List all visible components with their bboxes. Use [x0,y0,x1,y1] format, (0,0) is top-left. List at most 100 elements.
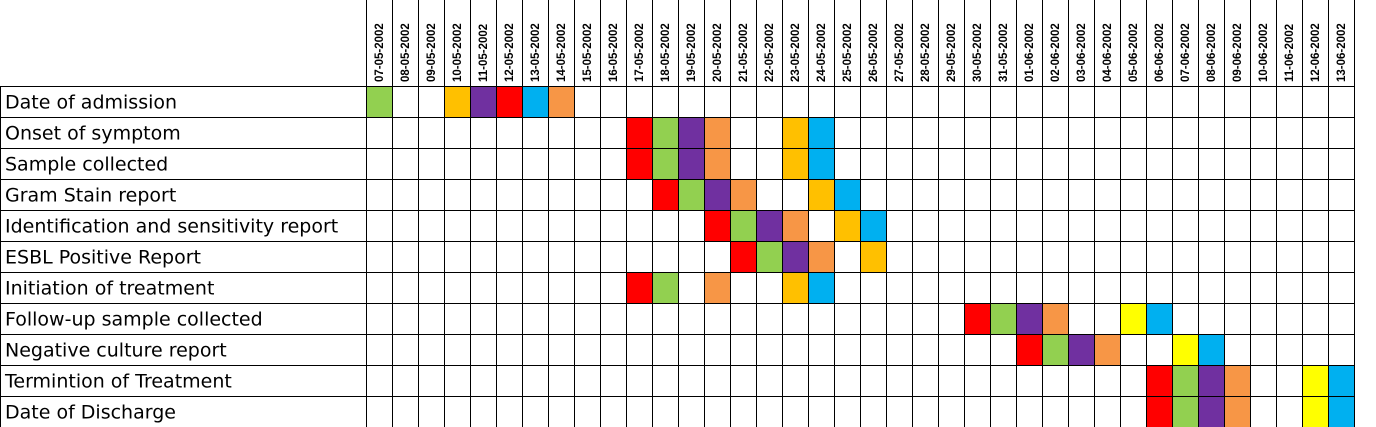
date-tick-label: 13-05-2002 [530,23,542,82]
date-tick-label: 15-05-2002 [582,23,594,82]
row-label: Initiation of treatment [5,278,214,300]
date-tick-label: 20-05-2002 [712,23,724,82]
timeline-cell [1120,303,1146,334]
timeline-cell [704,148,730,179]
timeline-cell [704,272,730,303]
timeline-cell [1068,334,1094,365]
timeline-cell [756,210,782,241]
timeline-cell [1172,365,1198,396]
row-label: Date of admission [5,92,177,114]
timeline-cell [730,179,756,210]
date-tick-label: 10-05-2002 [452,23,464,82]
date-tick-label: 04-06-2002 [1102,23,1114,82]
timeline-cell [1094,334,1120,365]
date-tick-label: 29-05-2002 [946,23,958,82]
date-tick-label: 12-05-2002 [504,23,516,82]
timeline-cell [678,179,704,210]
date-tick-label: 07-05-2002 [374,23,386,82]
row-label: Termintion of Treatment [4,371,232,393]
timeline-cell [1224,365,1250,396]
timeline-cell [1328,396,1354,427]
date-tick-label: 11-06-2002 [1284,24,1296,82]
timeline-cell [1042,303,1068,334]
date-tick-label: 23-05-2002 [790,23,802,82]
timeline-cell [834,210,860,241]
row-label: Follow-up sample collected [5,309,263,331]
timeline-cell [1146,396,1172,427]
timeline-cell [652,148,678,179]
date-tick-label: 17-05-2002 [634,23,646,82]
timeline-cell [782,272,808,303]
timeline-cell [1198,396,1224,427]
timeline-cell [704,179,730,210]
timeline-cell [626,272,652,303]
date-tick-label: 30-05-2002 [972,23,984,82]
date-tick-label: 02-06-2002 [1050,23,1062,82]
timeline-cell [704,117,730,148]
timeline-cell [1042,334,1068,365]
timeline-cell [964,303,990,334]
timeline-cell [626,148,652,179]
timeline-cell [1146,303,1172,334]
date-tick-label: 08-06-2002 [1206,23,1218,82]
date-tick-label: 12-06-2002 [1310,23,1322,82]
date-tick-label: 21-05-2002 [738,23,750,82]
timeline-cell [652,179,678,210]
timeline-cell [730,241,756,272]
date-tick-label: 28-05-2002 [920,23,932,82]
timeline-cell [808,148,834,179]
date-tick-label: 24-05-2002 [816,23,828,82]
timeline-cell [782,148,808,179]
date-tick-label: 07-06-2002 [1180,23,1192,82]
timeline-cell [1224,396,1250,427]
timeline-cell [496,86,522,117]
row-label: Gram Stain report [5,185,176,207]
date-tick-label: 19-05-2002 [686,23,698,82]
date-tick-label: 08-05-2002 [400,23,412,82]
timeline-cell [756,241,782,272]
timeline-cell [652,117,678,148]
timeline-cell [730,210,756,241]
timeline-cell [782,210,808,241]
timeline-cell [860,241,886,272]
timeline-cell [1146,365,1172,396]
timeline-cell [808,117,834,148]
date-tick-label: 05-06-2002 [1128,23,1140,82]
timeline-cell [522,86,548,117]
timeline-cell [808,241,834,272]
timeline-cell [1328,365,1354,396]
timeline-cell [470,86,496,117]
timeline-cell [652,272,678,303]
row-label: Negative culture report [5,340,227,362]
timeline-cell [1302,396,1328,427]
date-tick-label: 13-06-2002 [1336,23,1348,82]
timeline-cell [704,210,730,241]
timeline-cell [990,303,1016,334]
timeline-cell [1198,334,1224,365]
date-tick-label: 09-05-2002 [426,23,438,82]
date-tick-label: 09-06-2002 [1232,23,1244,82]
date-tick-label: 01-06-2002 [1024,23,1036,82]
row-label: Sample collected [5,154,168,176]
date-tick-label: 25-05-2002 [842,23,854,82]
timeline-cell [1016,334,1042,365]
timeline-cell [1302,365,1328,396]
date-tick-label: 18-05-2002 [660,23,672,82]
timeline-cell [444,86,470,117]
row-label: Identification and sensitivity report [5,216,338,238]
date-tick-label: 31-05-2002 [998,23,1010,82]
timeline-cell [782,241,808,272]
date-tick-label: 03-06-2002 [1076,23,1088,82]
timeline-cell [678,148,704,179]
row-label: Onset of symptom [5,123,181,145]
timeline-cell [808,272,834,303]
timeline-cell [860,210,886,241]
date-tick-label: 16-05-2002 [608,23,620,82]
date-tick-label: 06-06-2002 [1154,23,1166,82]
timeline-cell [782,117,808,148]
timeline-cell [678,117,704,148]
timeline-cell [626,117,652,148]
date-tick-label: 22-05-2002 [764,23,776,82]
